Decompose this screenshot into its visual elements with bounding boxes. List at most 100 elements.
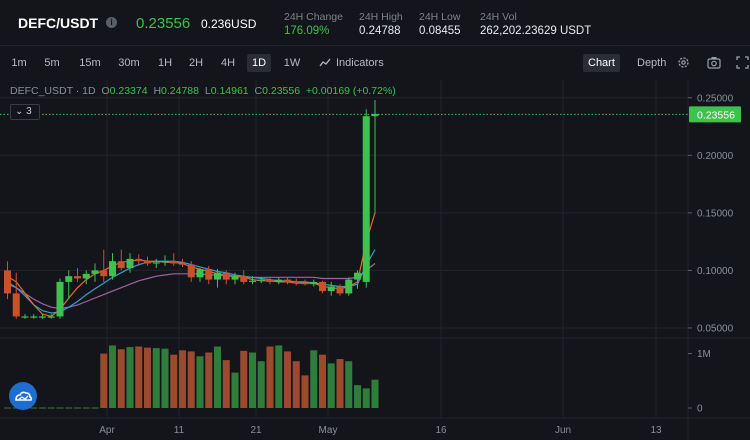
time-tick-label: Apr xyxy=(99,425,115,436)
candle-body xyxy=(56,281,64,317)
settings-icon[interactable] xyxy=(677,56,690,69)
stat-label: 24H Change xyxy=(284,11,343,23)
camera-icon[interactable] xyxy=(707,56,721,69)
candle-body xyxy=(12,293,20,317)
legend-open-label: O xyxy=(101,85,110,97)
volume-bar xyxy=(222,360,230,408)
ticker-header: DEFC/USDT i 0.23556 0.236USD 24H Change … xyxy=(0,0,750,46)
stat-label: 24H Low xyxy=(419,11,461,23)
stat-value: 262,202.23629 USDT xyxy=(480,25,592,37)
timeframe-1h[interactable]: 1H xyxy=(157,57,173,69)
volume-bar xyxy=(144,347,151,408)
timeframe-1w[interactable]: 1W xyxy=(283,57,301,69)
info-icon[interactable]: i xyxy=(106,17,117,28)
last-price-tag xyxy=(689,106,741,123)
volume-bar xyxy=(266,346,274,408)
price-tick-label: 0.15000 xyxy=(697,208,734,219)
pair-symbol[interactable]: DEFC/USDT xyxy=(18,15,99,31)
volume-bar xyxy=(275,345,283,408)
candle-body xyxy=(4,270,11,294)
ohlc-legend: DEFC_USDT · 1D O0.23374 H0.24788 L0.1496… xyxy=(10,85,396,97)
fullscreen-icon[interactable] xyxy=(736,56,749,69)
candle-body xyxy=(170,261,178,264)
legend-close: 0.23556 xyxy=(262,85,301,97)
stat-value: 0.24788 xyxy=(359,25,401,37)
price-tick-label: 0.20000 xyxy=(697,151,734,162)
volume-bar xyxy=(240,350,248,408)
legend-interval: 1D xyxy=(82,85,96,97)
timeframe-30m[interactable]: 30m xyxy=(118,57,140,69)
candle-body xyxy=(345,279,353,294)
candle-body xyxy=(144,261,151,264)
time-tick-label: 11 xyxy=(174,425,185,436)
time-tick-label: 21 xyxy=(250,425,262,436)
timeframe-1d[interactable]: 1D xyxy=(247,54,271,72)
volume-bar xyxy=(354,385,361,408)
legend-open: 0.23374 xyxy=(109,85,148,97)
chart-view-tab[interactable]: Chart xyxy=(583,54,620,72)
volume-bar xyxy=(362,388,370,408)
volume-bar xyxy=(126,347,134,408)
volume-bar xyxy=(109,345,116,408)
legend-high-label: H xyxy=(153,85,162,97)
legend-high: 0.24788 xyxy=(161,85,199,97)
volume-bar xyxy=(371,379,379,408)
indicators-icon[interactable] xyxy=(319,57,331,69)
volume-bar xyxy=(179,350,186,408)
timeframe-15m[interactable]: 15m xyxy=(79,57,101,69)
price-chart[interactable]: 0.25000 0.20000 0.15000 0.10000 0.05000 Apr 11… xyxy=(0,80,750,440)
volume-bar xyxy=(284,351,291,408)
volume-bar xyxy=(161,348,169,408)
timeframe-4h[interactable]: 4H xyxy=(220,57,236,69)
candle-body xyxy=(74,276,81,279)
volume-bar xyxy=(214,346,221,408)
candle-body xyxy=(354,272,361,280)
price-tick-label: 0.25000 xyxy=(697,93,734,104)
timeframe-5m[interactable]: 5m xyxy=(44,57,60,69)
legend-change: +0.00169 (+0.72%) xyxy=(305,85,396,97)
indicator-collapse-toggle[interactable]: ⌄ 3 xyxy=(10,104,40,120)
time-tick-label: Jun xyxy=(555,425,571,436)
timeframe-1m[interactable]: 1m xyxy=(11,57,27,69)
stat-24h-high: 24H High 0.24788 xyxy=(359,11,403,37)
timeframe-2h[interactable]: 2H xyxy=(188,57,204,69)
legend-close-label: C xyxy=(254,85,263,97)
candle-body xyxy=(231,276,239,280)
candle-body xyxy=(82,273,90,279)
candle-body xyxy=(179,263,186,265)
candle-body xyxy=(292,281,300,284)
volume-bar xyxy=(231,372,239,408)
stat-24h-vol: 24H Vol 262,202.23629 USDT xyxy=(480,11,591,37)
stat-24h-low: 24H Low 0.08455 xyxy=(419,11,461,37)
candle-body xyxy=(196,269,204,278)
indicators-button[interactable]: Indicators xyxy=(336,57,384,69)
indicator-count: 3 xyxy=(26,106,32,117)
candle-body xyxy=(47,316,55,318)
candle-body xyxy=(371,113,379,117)
legend-low: 0.14961 xyxy=(210,85,249,97)
stat-label: 24H High xyxy=(359,11,403,23)
candle-body xyxy=(117,261,125,269)
candle-body xyxy=(100,270,108,277)
volume-tick-label: 0 xyxy=(697,404,703,415)
legend-low-label: L xyxy=(204,85,211,97)
candle-body xyxy=(135,258,143,262)
candle-body xyxy=(240,276,248,282)
legend-pair: DEFC_USDT xyxy=(10,85,73,97)
volume-bar xyxy=(135,346,143,408)
candle-body xyxy=(126,258,134,269)
stat-value: 0.08455 xyxy=(419,25,461,37)
candle-body xyxy=(266,279,274,282)
volume-bar xyxy=(152,348,160,408)
depth-view-tab[interactable]: Depth xyxy=(637,57,667,69)
candle-body xyxy=(336,286,344,294)
volume-bars xyxy=(4,345,379,409)
last-price: 0.23556 xyxy=(136,15,191,32)
candle-body xyxy=(65,276,73,282)
chart-toolbar: 1m 5m 15m 30m 1H 2H 4H 1D 1W Indicators … xyxy=(0,48,750,78)
volume-bar xyxy=(336,359,344,408)
volume-bar xyxy=(292,361,300,408)
stat-value: 176.09% xyxy=(284,25,330,37)
candle-body xyxy=(205,269,213,280)
volume-bar xyxy=(249,352,256,408)
